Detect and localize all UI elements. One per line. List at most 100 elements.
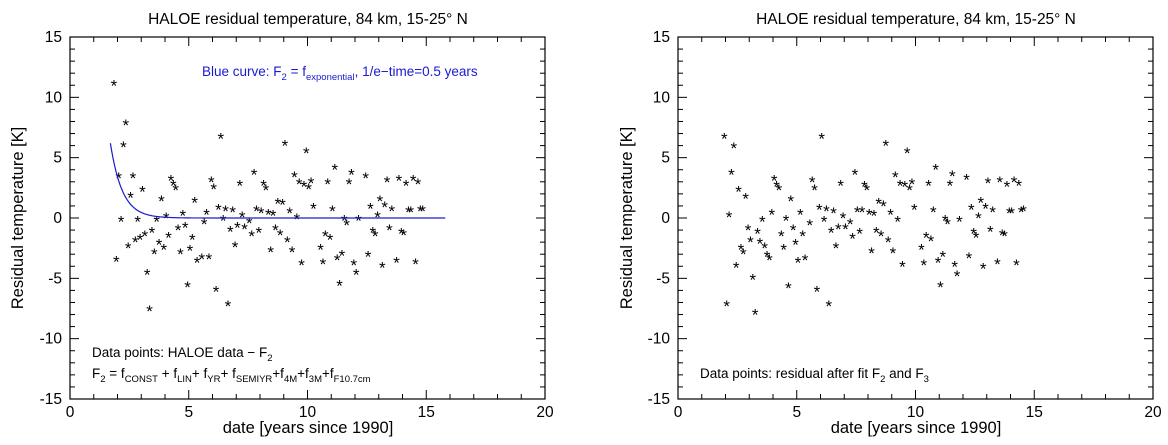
data-point: *	[807, 216, 814, 235]
data-point: *	[296, 175, 303, 194]
data-point: *	[878, 227, 885, 246]
data-point: *	[241, 220, 248, 239]
data-point: *	[902, 178, 909, 197]
data-point: *	[239, 208, 246, 227]
data-point: *	[742, 190, 749, 209]
right-note-mid: and F	[885, 366, 923, 381]
data-point: *	[733, 258, 740, 277]
data-point: *	[365, 248, 372, 267]
data-point: *	[336, 277, 343, 296]
data-point: *	[355, 211, 362, 230]
left-chart-panel: HALOE residual temperature, 84 km, 15-25…	[9, 11, 554, 437]
data-point: *	[1020, 202, 1027, 221]
data-point: *	[165, 228, 172, 247]
data-point: *	[308, 174, 315, 193]
data-point: *	[393, 254, 400, 273]
curve-sub-exponential: exponential	[306, 72, 355, 83]
data-point: *	[270, 207, 277, 226]
data-point: *	[286, 204, 293, 223]
data-point: *	[852, 166, 859, 185]
left-x-axis-label: date [years since 1990]	[223, 419, 394, 437]
data-point: *	[144, 266, 151, 285]
right-data-points-note: Data points: residual after fit F2 and F…	[700, 366, 929, 385]
data-point: *	[935, 254, 942, 273]
data-point: *	[892, 168, 899, 187]
x-tick-label: 5	[184, 404, 193, 421]
data-point: *	[966, 249, 973, 268]
y-tick-label: 0	[661, 210, 670, 227]
data-point: *	[982, 199, 989, 218]
data-point: *	[840, 209, 847, 228]
data-point: *	[251, 166, 258, 185]
data-point: *	[752, 306, 759, 325]
data-point: *	[963, 170, 970, 189]
data-point: *	[985, 174, 992, 193]
formula-text: + f	[192, 366, 208, 381]
data-point: *	[225, 297, 232, 316]
right-chart-title: HALOE residual temperature, 84 km, 15-25…	[756, 11, 1076, 28]
left-data-points: ****************************************…	[111, 76, 427, 321]
data-point: *	[823, 202, 830, 221]
formula-subscript: 4M	[284, 374, 297, 385]
curve-sub-2: 2	[282, 72, 287, 83]
data-point: *	[210, 180, 217, 199]
data-point: *	[384, 173, 391, 192]
data-point: *	[111, 76, 118, 95]
data-point: *	[871, 207, 878, 226]
data-point: *	[987, 222, 994, 241]
data-point: *	[925, 176, 932, 195]
y-tick-label: -15	[648, 391, 670, 408]
left-y-axis-label: Residual temperature [K]	[9, 127, 27, 310]
data-point: *	[403, 176, 410, 195]
data-point: *	[343, 216, 350, 235]
data-point: *	[788, 192, 795, 211]
data-point: *	[856, 225, 863, 244]
data-point: *	[279, 196, 286, 215]
data-point: *	[232, 238, 239, 257]
data-point: *	[911, 201, 918, 220]
left-note-text: Data points: HALOE data − F	[92, 345, 267, 360]
y-tick-label: -10	[40, 331, 63, 348]
data-point: *	[215, 201, 222, 220]
data-point: *	[930, 203, 937, 222]
data-point: *	[731, 139, 738, 158]
data-point: *	[222, 202, 229, 221]
data-point: *	[372, 227, 379, 246]
data-point: *	[880, 197, 887, 216]
data-point: *	[899, 257, 906, 276]
data-point: *	[754, 225, 761, 244]
data-point: *	[284, 233, 291, 252]
data-point: *	[220, 211, 227, 230]
data-point: *	[947, 176, 954, 195]
data-point: *	[802, 251, 809, 270]
data-point: *	[795, 254, 802, 273]
formula-subscript: 2	[100, 374, 105, 385]
right-chart-panel: HALOE residual temperature, 84 km, 15-25…	[618, 11, 1162, 437]
data-point: *	[906, 181, 913, 200]
formula-subscript: SEMIYR	[236, 374, 273, 385]
data-point: *	[379, 258, 386, 277]
data-point: *	[994, 255, 1001, 274]
data-point: *	[398, 225, 405, 244]
data-point: *	[764, 248, 771, 267]
data-point: *	[134, 213, 141, 232]
data-point: *	[310, 199, 317, 218]
data-point: *	[346, 175, 353, 194]
data-point: *	[405, 203, 412, 222]
x-tick-label: 20	[1144, 404, 1162, 421]
data-point: *	[923, 228, 930, 247]
data-point: *	[785, 279, 792, 298]
data-point: *	[149, 223, 156, 242]
data-point: *	[282, 137, 289, 156]
data-point: *	[187, 242, 194, 261]
right-note-text: Data points: residual after fit F	[700, 366, 880, 381]
data-point: *	[125, 239, 132, 258]
data-point: *	[370, 223, 377, 242]
formula-text: + f	[158, 366, 177, 381]
data-point: *	[842, 220, 849, 239]
formula-text: +f	[297, 366, 309, 381]
formula-text: F	[92, 366, 100, 381]
left-chart-title: HALOE residual temperature, 84 km, 15-25…	[148, 11, 468, 28]
data-point: *	[897, 176, 904, 195]
